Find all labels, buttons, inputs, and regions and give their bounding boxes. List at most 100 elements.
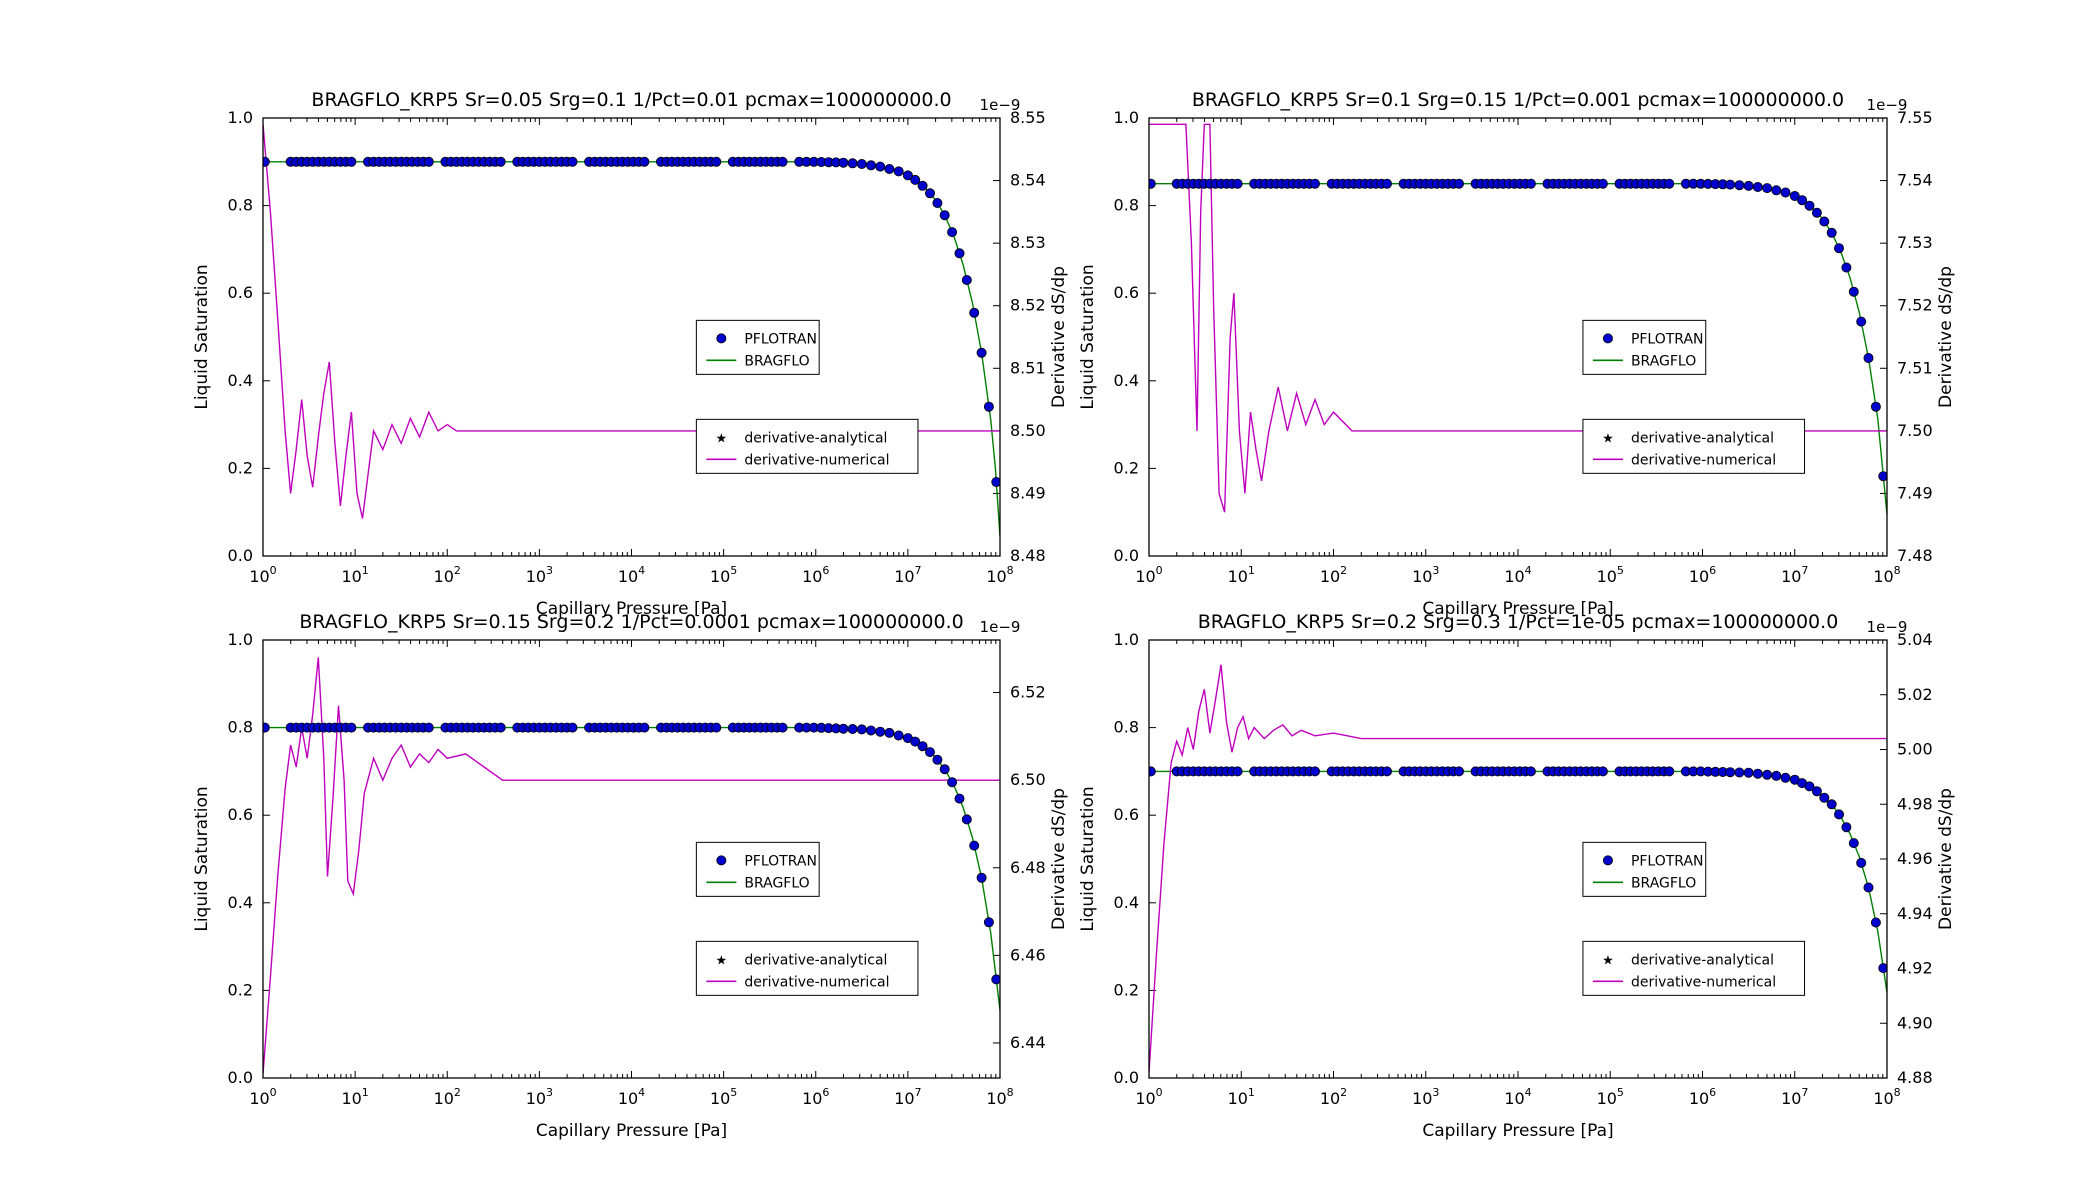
pflotran-point — [1841, 262, 1852, 273]
pflotran-point — [1664, 178, 1675, 189]
y-left-tick-label: 0.8 — [1114, 718, 1139, 737]
legend-saturation-label: PFLOTRAN — [744, 331, 817, 347]
pflotran-point — [856, 158, 867, 169]
pflotran-point — [932, 754, 943, 765]
pflotran-point — [1811, 207, 1822, 218]
pflotran-point — [893, 166, 904, 177]
legend-saturation-label: BRAGFLO — [744, 353, 809, 369]
pflotran-point — [777, 156, 788, 167]
x-tick-label: 102 — [434, 1086, 461, 1108]
pflotran-point — [925, 188, 936, 199]
legend-derivative: ★ derivative-analytical derivative-numeric… — [695, 940, 919, 996]
x-tick-label: 108 — [1873, 1086, 1900, 1108]
y-right-tick-label: 7.54 — [1897, 171, 1933, 190]
pflotran-point — [1752, 181, 1763, 192]
x-tick-label: 104 — [1504, 1086, 1531, 1108]
legend-derivative-label: derivative-analytical — [1631, 952, 1774, 968]
derivative-numerical-line — [1149, 664, 1887, 1073]
legend-derivative-label: derivative-numerical — [744, 452, 889, 468]
legend-saturation-sample-dot — [1602, 333, 1613, 344]
y-left-tick-label: 0.2 — [1114, 458, 1139, 477]
y-right-tick-label: 7.51 — [1897, 358, 1933, 377]
pflotran-point — [1819, 216, 1830, 227]
pflotran-point — [939, 764, 950, 775]
y-right-tick-label: 8.53 — [1010, 233, 1046, 252]
pflotran-point — [954, 793, 965, 804]
y-left-tick-label: 0.8 — [228, 718, 253, 737]
pflotran-point — [1149, 178, 1156, 189]
legend-saturation-box — [695, 841, 820, 897]
pflotran-point — [1752, 768, 1763, 779]
legend-derivative-sample-star: ★ — [716, 953, 728, 968]
x-tick-label: 101 — [341, 564, 368, 586]
pflotran-point — [495, 722, 506, 733]
pflotran-point — [1743, 180, 1754, 191]
x-tick-label: 106 — [1689, 564, 1716, 586]
x-tick-label: 107 — [1781, 1086, 1808, 1108]
x-tick-label: 106 — [1689, 1086, 1716, 1108]
pflotran-point — [1856, 857, 1867, 868]
y-right-tick-label: 7.50 — [1897, 421, 1933, 440]
pflotran-point — [847, 158, 858, 169]
pflotran-point — [875, 726, 886, 737]
pflotran-point — [1826, 227, 1837, 238]
y-left-tick-label: 0.4 — [228, 893, 253, 912]
right-axis-offset-text: 1e−9 — [980, 96, 1021, 114]
y-left-tick-label: 0.4 — [1114, 371, 1139, 390]
pflotran-point — [1382, 766, 1393, 777]
pflotran-point — [1780, 772, 1791, 783]
y-right-tick-label: 4.94 — [1897, 904, 1933, 923]
pflotran-point — [1834, 809, 1845, 820]
axes-border — [1148, 639, 1888, 1079]
pflotran-point — [1771, 185, 1782, 196]
y-left-tick-label: 0.2 — [228, 980, 253, 999]
y-right-axis-label: Derivative dS/dp — [1049, 788, 1069, 930]
pflotran-point — [711, 722, 722, 733]
legend-derivative-sample-star: ★ — [1602, 431, 1614, 446]
legend-derivative-box — [1582, 418, 1806, 474]
subplot-title: BRAGFLO_KRP5 Sr=0.15 Srg=0.2 1/Pct=0.000… — [299, 611, 963, 633]
pflotran-point — [263, 722, 270, 733]
y-right-tick-label: 7.48 — [1897, 546, 1933, 565]
pflotran-point — [838, 157, 849, 168]
x-tick-label: 107 — [894, 564, 921, 586]
x-tick-label: 107 — [894, 1086, 921, 1108]
y-left-axis-label: Liquid Saturation — [192, 264, 212, 409]
subplot-1: 100 101 102 103 104 105 106 107 108 0.0 0.2 0.4 0.6 0… — [192, 89, 1069, 619]
y-right-tick-label: 4.98 — [1897, 794, 1933, 813]
y-right-tick-label: 8.48 — [1010, 546, 1046, 565]
legend-saturation-sample-dot — [716, 855, 727, 866]
x-tick-label: 100 — [249, 564, 276, 586]
pflotran-points — [263, 722, 1000, 985]
x-tick-label: 106 — [802, 564, 829, 586]
pflotran-point — [1734, 767, 1745, 778]
pflotran-point — [346, 156, 357, 167]
y-right-tick-label: 8.54 — [1010, 171, 1046, 190]
derivative-numerical-line — [263, 657, 1000, 1074]
axes-border — [262, 639, 1001, 1079]
legend-derivative-sample-star: ★ — [1602, 953, 1614, 968]
pflotran-point — [983, 401, 994, 412]
legend-derivative: ★ derivative-analytical derivative-numeric… — [1582, 940, 1806, 996]
x-tick-label: 103 — [526, 1086, 553, 1108]
pflotran-point — [346, 722, 357, 733]
x-tick-label: 105 — [710, 1086, 737, 1108]
pflotran-point — [1725, 767, 1736, 778]
y-left-tick-label: 0.6 — [228, 283, 253, 302]
y-left-tick-label: 1.0 — [1114, 108, 1139, 127]
x-tick-label: 101 — [1228, 1086, 1255, 1108]
pflotran-point — [910, 736, 921, 747]
y-left-tick-label: 0.0 — [228, 546, 253, 565]
pflotran-point — [1870, 917, 1881, 928]
x-tick-label: 102 — [1320, 1086, 1347, 1108]
x-tick-label: 105 — [1597, 564, 1624, 586]
legend-saturation: PFLOTRAN BRAGFLO — [695, 319, 820, 375]
y-left-tick-label: 0.6 — [1114, 805, 1139, 824]
axes-border — [1148, 117, 1888, 557]
legend-derivative-label: derivative-numerical — [744, 974, 889, 990]
pflotran-point — [1780, 187, 1791, 198]
legend-derivative-label: derivative-numerical — [1631, 452, 1776, 468]
plot-area — [263, 640, 1000, 1078]
pflotran-point — [917, 180, 928, 191]
x-tick-label: 102 — [434, 564, 461, 586]
